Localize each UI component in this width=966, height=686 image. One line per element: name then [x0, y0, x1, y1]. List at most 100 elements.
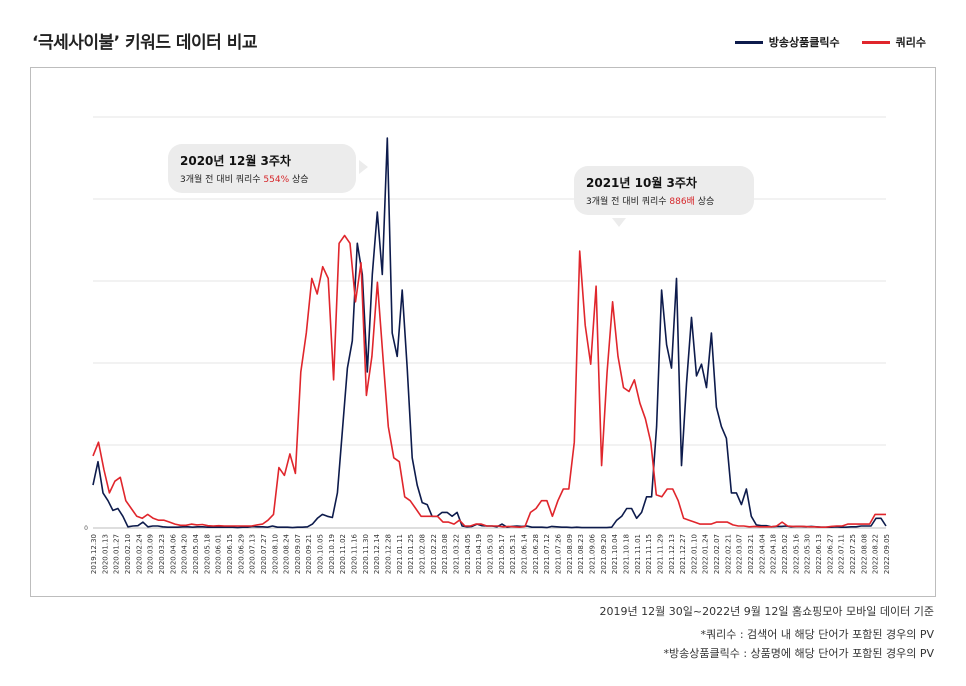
- x-tick-label: 2020.02.10: [124, 534, 132, 574]
- x-tick-label: 2022.07.25: [849, 534, 857, 574]
- x-tick-label: 2021.04.19: [475, 534, 483, 574]
- x-tick-label: 2021.11.29: [656, 534, 664, 574]
- x-tick-label: 2021.11.15: [645, 534, 653, 574]
- x-tick-label: 2022.09.05: [883, 534, 891, 574]
- x-tick-label: 2020.04.20: [181, 534, 189, 574]
- callout-text-suffix: 상승: [694, 197, 715, 207]
- x-tick-label: 2022.08.22: [872, 534, 880, 574]
- footnote-click-definition: *방송상품클릭수 : 상품명에 해당 단어가 포함된 경우의 PV: [663, 647, 934, 660]
- callout-text: 3개월 전 대비 쿼리수 554% 상승: [180, 172, 344, 185]
- callout-heading: 2021년 10월 3주차: [586, 176, 697, 190]
- x-tick-label: 2022.04.04: [758, 533, 766, 574]
- x-tick-label: 2020.11.16: [351, 533, 359, 574]
- x-tick-label: 2022.02.07: [713, 534, 721, 574]
- footnote-query-definition: *쿼리수 : 검색어 내 해당 단어가 포함된 경우의 PV: [700, 628, 935, 641]
- x-tick-label: 2020.02.24: [135, 533, 143, 574]
- x-tick-label: 2020.03.23: [158, 534, 166, 574]
- legend-label-clicks: 방송상품클릭수: [768, 36, 840, 49]
- callout-highlight: 886배: [669, 197, 695, 207]
- x-tick-label: 2021.06.14: [520, 533, 528, 574]
- x-tick-label: 2020.05.18: [203, 534, 211, 574]
- x-tick-label: 2020.12.28: [385, 534, 393, 574]
- chart-legend: 방송상품클릭수 쿼리수: [734, 34, 926, 50]
- x-tick-label: 2021.04.05: [464, 534, 472, 574]
- series-lines: [92, 137, 887, 529]
- x-tick-label: 2020.05.04: [192, 533, 200, 574]
- legend-label-queries: 쿼리수: [895, 36, 926, 49]
- x-tick-label: 2022.05.16: [792, 533, 800, 574]
- x-tick-label: 2021.05.03: [487, 534, 495, 574]
- x-tick-label: 2020.11.30: [362, 534, 370, 574]
- footnote-period: 2019년 12월 30일~2022년 9월 12일 홈쇼핑모아 모바일 데이터…: [599, 605, 934, 618]
- x-tick-label: 2021.09.06: [588, 533, 596, 574]
- y-tick-label-0: 0: [84, 525, 88, 532]
- x-tick-label: 2020.09.21: [305, 534, 313, 574]
- x-tick-label: 2022.05.02: [781, 534, 789, 574]
- annotation-callout-dec-2020: 2020년 12월 3주차 3개월 전 대비 쿼리수 554% 상승: [168, 144, 368, 193]
- x-tick-labels: 2019.12.30 2020.01.13 2020.01.27 2020.02.10…: [90, 533, 891, 574]
- x-tick-label: 2020.08.24: [283, 533, 291, 574]
- x-tick-label: 2021.03.08: [441, 534, 449, 574]
- x-tick-label: 2020.12.14: [373, 533, 381, 574]
- x-tick-label: 2020.06.15: [226, 534, 234, 574]
- x-tick-label: 2020.01.27: [113, 534, 121, 574]
- x-tick-label: 2022.02.21: [724, 534, 732, 574]
- x-tick-label: 2021.08.09: [566, 534, 574, 574]
- x-tick-label: 2019.12.30: [90, 534, 98, 574]
- legend-item-clicks: 방송상품클릭수: [734, 34, 840, 50]
- callout-text-suffix: 상승: [289, 175, 309, 185]
- x-tick-label: 2022.06.13: [815, 534, 823, 574]
- x-tick-label: 2022.05.30: [804, 534, 812, 574]
- legend-swatch-clicks: [734, 40, 763, 44]
- x-tick-label: 2022.08.08: [860, 534, 868, 574]
- x-tick-label: 2021.12.13: [668, 534, 676, 574]
- x-tick-label: 2022.01.24: [702, 533, 710, 574]
- x-tick-label: 2020.04.06: [169, 533, 177, 574]
- x-tick-label: 2021.01.25: [407, 534, 415, 574]
- x-tick-label: 2021.05.17: [498, 534, 506, 574]
- legend-swatch-queries: [861, 40, 890, 44]
- x-tick-label: 2021.12.27: [679, 534, 687, 574]
- x-tick-label: 2022.03.07: [736, 534, 744, 574]
- x-tick-label: 2021.11.01: [634, 534, 642, 574]
- series-line-clicks: [92, 137, 887, 529]
- x-tick-label: 2020.11.02: [339, 534, 347, 574]
- x-tick-label: 2020.06.01: [215, 534, 223, 574]
- x-tick-label: 2022.01.10: [690, 534, 698, 574]
- chart-frame: [30, 67, 936, 597]
- callout-heading: 2020년 12월 3주차: [180, 154, 291, 168]
- callout-highlight: 554%: [263, 175, 290, 185]
- x-tick-label: 2022.06.27: [826, 534, 834, 574]
- x-tick-label: 2022.07.11: [838, 534, 846, 574]
- legend-item-queries: 쿼리수: [861, 34, 926, 50]
- x-tick-label: 2021.03.22: [453, 534, 461, 574]
- x-tick-label: 2021.02.22: [430, 534, 438, 574]
- x-tick-label: 2021.07.12: [543, 534, 551, 574]
- x-tick-label: 2022.03.21: [747, 534, 755, 574]
- x-tick-label: 2021.10.18: [622, 534, 630, 574]
- x-tick-label: 2020.03.09: [147, 534, 155, 574]
- callout-text-prefix: 3개월 전 대비 쿼리수: [180, 175, 264, 185]
- x-tick-label: 2020.01.13: [101, 534, 109, 574]
- x-tick-label: 2021.08.23: [577, 534, 585, 574]
- x-tick-label: 2020.07.27: [260, 534, 268, 574]
- x-tick-label: 2021.09.20: [600, 534, 608, 574]
- x-tick-label: 2021.01.11: [396, 534, 404, 574]
- x-tick-label: 2022.04.18: [770, 534, 778, 574]
- callout-text-prefix: 3개월 전 대비 쿼리수: [586, 197, 670, 207]
- annotation-callout-oct-2021: 2021년 10월 3주차 3개월 전 대비 쿼리수 886배 상승: [574, 166, 754, 227]
- x-tick-label: 2020.06.29: [237, 534, 245, 574]
- x-tick-label: 2021.06.28: [532, 534, 540, 574]
- callout-text: 3개월 전 대비 쿼리수 886배 상승: [586, 194, 742, 207]
- x-tick-label: 2021.07.26: [554, 533, 562, 574]
- x-tick-label: 2020.07.13: [249, 534, 257, 574]
- page-title: ‘극세사이불’ 키워드 데이터 비교: [32, 33, 258, 53]
- x-tick-label: 2020.09.07: [294, 534, 302, 574]
- x-tick-label: 2020.08.10: [271, 534, 279, 574]
- x-tick-label: 2020.10.05: [317, 534, 325, 574]
- series-line-queries: [92, 234, 886, 529]
- x-tick-label: 2021.02.08: [419, 534, 427, 574]
- x-tick-label: 2021.05.31: [509, 534, 517, 574]
- x-tick-label: 2020.10.19: [328, 534, 336, 574]
